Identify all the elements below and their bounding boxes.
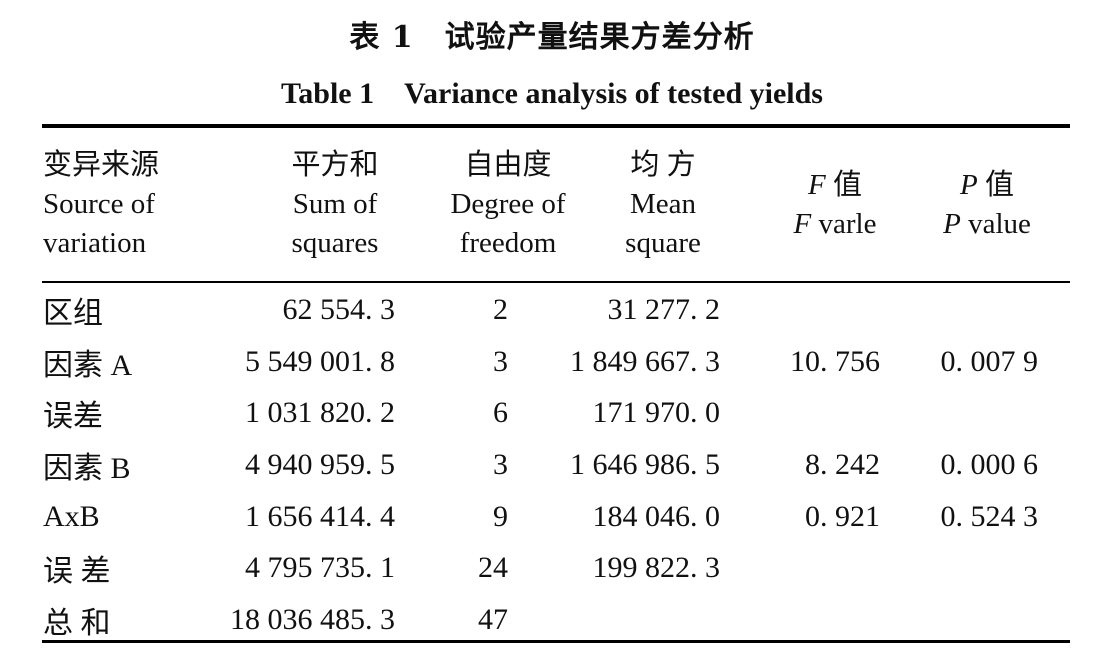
cell-df: 3 bbox=[493, 344, 508, 378]
cell-source: 总 和 bbox=[43, 606, 111, 640]
cell-df: 6 bbox=[493, 396, 508, 430]
cell-source: 因素 B bbox=[43, 451, 131, 485]
header-f-symbol-2: F bbox=[793, 208, 812, 240]
cell-source: 误 差 bbox=[43, 555, 111, 589]
header-df-en-2: freedom bbox=[459, 227, 557, 259]
cell-ms bbox=[518, 594, 724, 646]
cell-p bbox=[884, 542, 1070, 594]
header-rule bbox=[42, 281, 1070, 283]
cell-ms: 31 277. 2 bbox=[607, 292, 721, 326]
cell-ss: 5 549 001. 8 bbox=[245, 344, 395, 378]
header-source-en-2: variation bbox=[43, 227, 147, 259]
cell-p bbox=[884, 284, 1070, 336]
top-rule bbox=[42, 124, 1070, 128]
table-row: 区组 62 554. 3 2 31 277. 2 bbox=[42, 284, 1070, 336]
cell-source: AxB bbox=[43, 499, 100, 533]
cell-ss: 1 656 414. 4 bbox=[245, 499, 395, 533]
cell-ss: 18 036 485. 3 bbox=[230, 602, 395, 636]
header-p-symbol: P bbox=[960, 169, 978, 201]
table-row: 误 差 4 795 735. 1 24 199 822. 3 bbox=[42, 542, 1070, 594]
header-p-cn: P 值 bbox=[912, 166, 1062, 205]
header-df-en-1: Degree of bbox=[450, 188, 566, 220]
cell-ms: 171 970. 0 bbox=[592, 396, 721, 430]
cell-df: 2 bbox=[493, 292, 508, 326]
cell-f bbox=[724, 594, 884, 646]
header-p-value: P 值 P value bbox=[912, 166, 1062, 296]
header-source-en-1: Source of bbox=[43, 188, 155, 220]
table-title-english: Table 1 Variance analysis of tested yiel… bbox=[281, 77, 823, 110]
cell-f bbox=[724, 387, 884, 439]
cell-ss: 1 031 820. 2 bbox=[245, 396, 395, 430]
cell-ss: 4 795 735. 1 bbox=[245, 551, 395, 585]
header-ss-cn: 平方和 bbox=[291, 149, 379, 181]
cell-df: 47 bbox=[478, 602, 508, 636]
header-ms-en-1: Mean bbox=[629, 188, 697, 220]
table-title-chinese: 表 1 试验产量结果方差分析 bbox=[349, 20, 755, 55]
cell-df: 9 bbox=[493, 499, 508, 533]
header-f-symbol: F bbox=[808, 169, 826, 201]
cell-ms: 184 046. 0 bbox=[592, 499, 721, 533]
header-f-en: F varle bbox=[760, 205, 910, 244]
cell-f bbox=[724, 542, 884, 594]
header-sum-of-squares: 平方和 Sum of squares bbox=[255, 146, 415, 276]
header-ss-en-2: squares bbox=[291, 227, 379, 259]
header-f-cn: F 值 bbox=[760, 166, 910, 205]
cell-p: 0. 000 6 bbox=[940, 447, 1039, 481]
bottom-rule bbox=[42, 640, 1070, 643]
header-ms-en-2: square bbox=[625, 227, 701, 259]
cell-f: 10. 756 bbox=[790, 344, 880, 378]
cell-f: 0. 921 bbox=[805, 499, 880, 533]
table-row: 总 和 18 036 485. 3 47 bbox=[42, 594, 1070, 646]
header-p-en-text: value bbox=[960, 208, 1031, 240]
header-p-symbol-2: P bbox=[943, 208, 961, 240]
header-source-cn: 变异来源 bbox=[43, 149, 160, 181]
header-p-en: P value bbox=[912, 205, 1062, 244]
cell-f bbox=[724, 284, 884, 336]
header-ss-en-1: Sum of bbox=[292, 188, 378, 220]
header-ms-cn: 均 方 bbox=[630, 149, 696, 181]
cell-p bbox=[884, 387, 1070, 439]
variance-table: 区组 62 554. 3 2 31 277. 2 因素 A 5 549 001. 8 3 1 … bbox=[42, 284, 1070, 646]
header-f-cn-text: 值 bbox=[825, 169, 862, 201]
cell-ms: 1 646 986. 5 bbox=[570, 447, 720, 481]
cell-ss: 62 554. 3 bbox=[282, 292, 396, 326]
header-mean-square: 均 方 Mean square bbox=[593, 146, 733, 276]
header-f-en-text: varle bbox=[811, 208, 877, 240]
cell-source: 区组 bbox=[43, 296, 103, 330]
table-row: 误差 1 031 820. 2 6 171 970. 0 bbox=[42, 387, 1070, 439]
table-row: 因素 A 5 549 001. 8 3 1 849 667. 3 10. 756 0. 0… bbox=[42, 336, 1070, 388]
cell-df: 24 bbox=[478, 551, 508, 585]
table-row: AxB 1 656 414. 4 9 184 046. 0 0. 921 0. 524 3 bbox=[42, 491, 1070, 543]
cell-source: 因素 A bbox=[43, 348, 133, 382]
cell-p: 0. 007 9 bbox=[940, 344, 1039, 378]
header-df-cn: 自由度 bbox=[464, 149, 552, 181]
header-f-value: F 值 F varle bbox=[760, 166, 910, 296]
cell-source: 误差 bbox=[43, 400, 103, 434]
cell-df: 3 bbox=[493, 447, 508, 481]
header-source: 变异来源 Source of variation bbox=[43, 146, 223, 276]
header-p-cn-text: 值 bbox=[977, 169, 1014, 201]
cell-ss: 4 940 959. 5 bbox=[245, 447, 395, 481]
cell-f: 8. 242 bbox=[805, 447, 880, 481]
table-row: 因素 B 4 940 959. 5 3 1 646 986. 5 8. 242 0. 00… bbox=[42, 439, 1070, 491]
cell-p bbox=[884, 594, 1070, 646]
cell-ms: 199 822. 3 bbox=[592, 551, 721, 585]
cell-ms: 1 849 667. 3 bbox=[570, 344, 720, 378]
cell-p: 0. 524 3 bbox=[940, 499, 1039, 533]
header-degree-of-freedom: 自由度 Degree of freedom bbox=[428, 146, 588, 276]
